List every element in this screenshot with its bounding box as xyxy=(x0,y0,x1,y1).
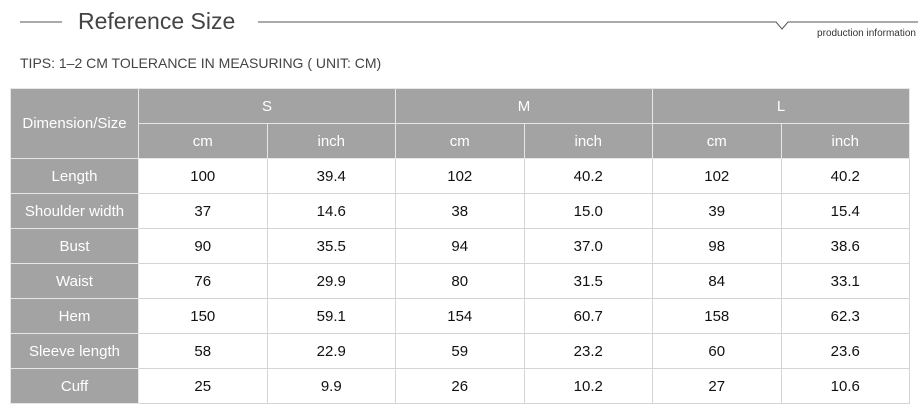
unit-header: cm xyxy=(652,123,782,159)
measure-cell: 40.2 xyxy=(523,158,653,194)
measure-cell: 26 xyxy=(395,368,525,404)
row-label: Cuff xyxy=(10,368,139,404)
measure-cell: 150 xyxy=(138,298,268,334)
measure-cell: 10.6 xyxy=(780,368,910,404)
measure-row: Shoulder width 37 14.6 38 15.0 39 15.4 xyxy=(10,193,910,229)
measure-cell: 39.4 xyxy=(266,158,396,194)
measure-cell: 38.6 xyxy=(780,228,910,264)
measure-cell: 31.5 xyxy=(523,263,653,299)
measure-cell: 39 xyxy=(652,193,782,229)
row-label: Sleeve length xyxy=(10,333,139,369)
unit-header: inch xyxy=(523,123,653,159)
rule-right xyxy=(258,21,918,30)
unit-row: cm inch cm inch cm inch xyxy=(11,123,910,159)
measure-cell: 23.6 xyxy=(780,333,910,369)
measure-cell: 94 xyxy=(395,228,525,264)
measure-cell: 90 xyxy=(138,228,268,264)
measure-cell: 154 xyxy=(395,298,525,334)
size-header: L xyxy=(652,88,910,124)
measure-row: Sleeve length 58 22.9 59 23.2 60 23.6 xyxy=(10,333,910,369)
measure-cell: 102 xyxy=(652,158,782,194)
measure-cell: 35.5 xyxy=(266,228,396,264)
measure-cell: 37.0 xyxy=(523,228,653,264)
measure-cell: 27 xyxy=(652,368,782,404)
measure-cell: 158 xyxy=(652,298,782,334)
measure-cell: 23.2 xyxy=(523,333,653,369)
measure-cell: 60.7 xyxy=(523,298,653,334)
title: Reference Size xyxy=(78,8,236,34)
measure-row: Bust 90 35.5 94 37.0 98 38.6 xyxy=(10,228,910,264)
unit-header: cm xyxy=(395,123,525,159)
measure-cell: 84 xyxy=(652,263,782,299)
measure-cell: 102 xyxy=(395,158,525,194)
measure-cell: 80 xyxy=(395,263,525,299)
measure-cell: 59 xyxy=(395,333,525,369)
measure-cell: 59.1 xyxy=(266,298,396,334)
row-label: Bust xyxy=(10,228,139,264)
measure-cell: 60 xyxy=(652,333,782,369)
measure-cell: 98 xyxy=(652,228,782,264)
measure-cell: 62.3 xyxy=(780,298,910,334)
corner-cell: Dimension/Size xyxy=(10,88,139,159)
measure-cell: 58 xyxy=(138,333,268,369)
size-header: S xyxy=(138,88,396,124)
tips: TIPS: 1–2 CM TOLERANCE IN MEASURING ( UN… xyxy=(20,55,382,71)
subtitle: production information xyxy=(817,28,916,39)
measure-cell: 15.4 xyxy=(780,193,910,229)
measure-row: Length 100 39.4 102 40.2 102 40.2 xyxy=(10,158,910,194)
measure-row: Waist 76 29.9 80 31.5 84 33.1 xyxy=(10,263,910,299)
measure-cell: 9.9 xyxy=(266,368,396,404)
row-label: Shoulder width xyxy=(10,193,139,229)
measure-cell: 10.2 xyxy=(523,368,653,404)
row-label: Waist xyxy=(10,263,139,299)
unit-header: inch xyxy=(266,123,396,159)
row-label: Length xyxy=(10,158,139,194)
measure-cell: 33.1 xyxy=(780,263,910,299)
measure-cell: 40.2 xyxy=(780,158,910,194)
measure-row: Hem 150 59.1 154 60.7 158 62.3 xyxy=(10,298,910,334)
size-header: M xyxy=(395,88,653,124)
measure-cell: 37 xyxy=(138,193,268,229)
measure-cell: 38 xyxy=(395,193,525,229)
unit-header: inch xyxy=(780,123,910,159)
measure-cell: 100 xyxy=(138,158,268,194)
measure-cell: 29.9 xyxy=(266,263,396,299)
unit-header: cm xyxy=(138,123,268,159)
measure-cell: 14.6 xyxy=(266,193,396,229)
measure-row: Cuff 25 9.9 26 10.2 27 10.6 xyxy=(10,368,910,404)
measure-cell: 76 xyxy=(138,263,268,299)
row-label: Hem xyxy=(10,298,139,334)
measure-cell: 15.0 xyxy=(523,193,653,229)
header-row: Dimension/Size S M L xyxy=(10,88,910,159)
measure-cell: 25 xyxy=(138,368,268,404)
measure-cell: 22.9 xyxy=(266,333,396,369)
title-rules xyxy=(20,21,918,30)
